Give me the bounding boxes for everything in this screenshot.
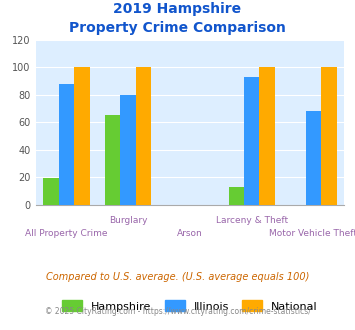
Bar: [244, 77, 260, 205]
Text: Arson: Arson: [177, 229, 203, 238]
Text: All Property Crime: All Property Crime: [25, 229, 108, 238]
Text: Burglary: Burglary: [109, 216, 147, 225]
Bar: [120, 95, 136, 205]
Bar: [321, 67, 337, 205]
Text: Compared to U.S. average. (U.S. average equals 100): Compared to U.S. average. (U.S. average …: [46, 272, 309, 282]
Bar: [59, 83, 74, 205]
Text: Property Crime Comparison: Property Crime Comparison: [69, 21, 286, 35]
Bar: [306, 111, 321, 205]
Text: Larceny & Theft: Larceny & Theft: [215, 216, 288, 225]
Text: Motor Vehicle Theft: Motor Vehicle Theft: [269, 229, 355, 238]
Legend: Hampshire, Illinois, National: Hampshire, Illinois, National: [58, 296, 322, 316]
Bar: [229, 187, 244, 205]
Bar: [43, 179, 59, 205]
Bar: [260, 67, 275, 205]
Bar: [74, 67, 89, 205]
Bar: [105, 115, 120, 205]
Text: 2019 Hampshire: 2019 Hampshire: [114, 2, 241, 16]
Bar: [136, 67, 151, 205]
Text: © 2025 CityRating.com - https://www.cityrating.com/crime-statistics/: © 2025 CityRating.com - https://www.city…: [45, 307, 310, 316]
